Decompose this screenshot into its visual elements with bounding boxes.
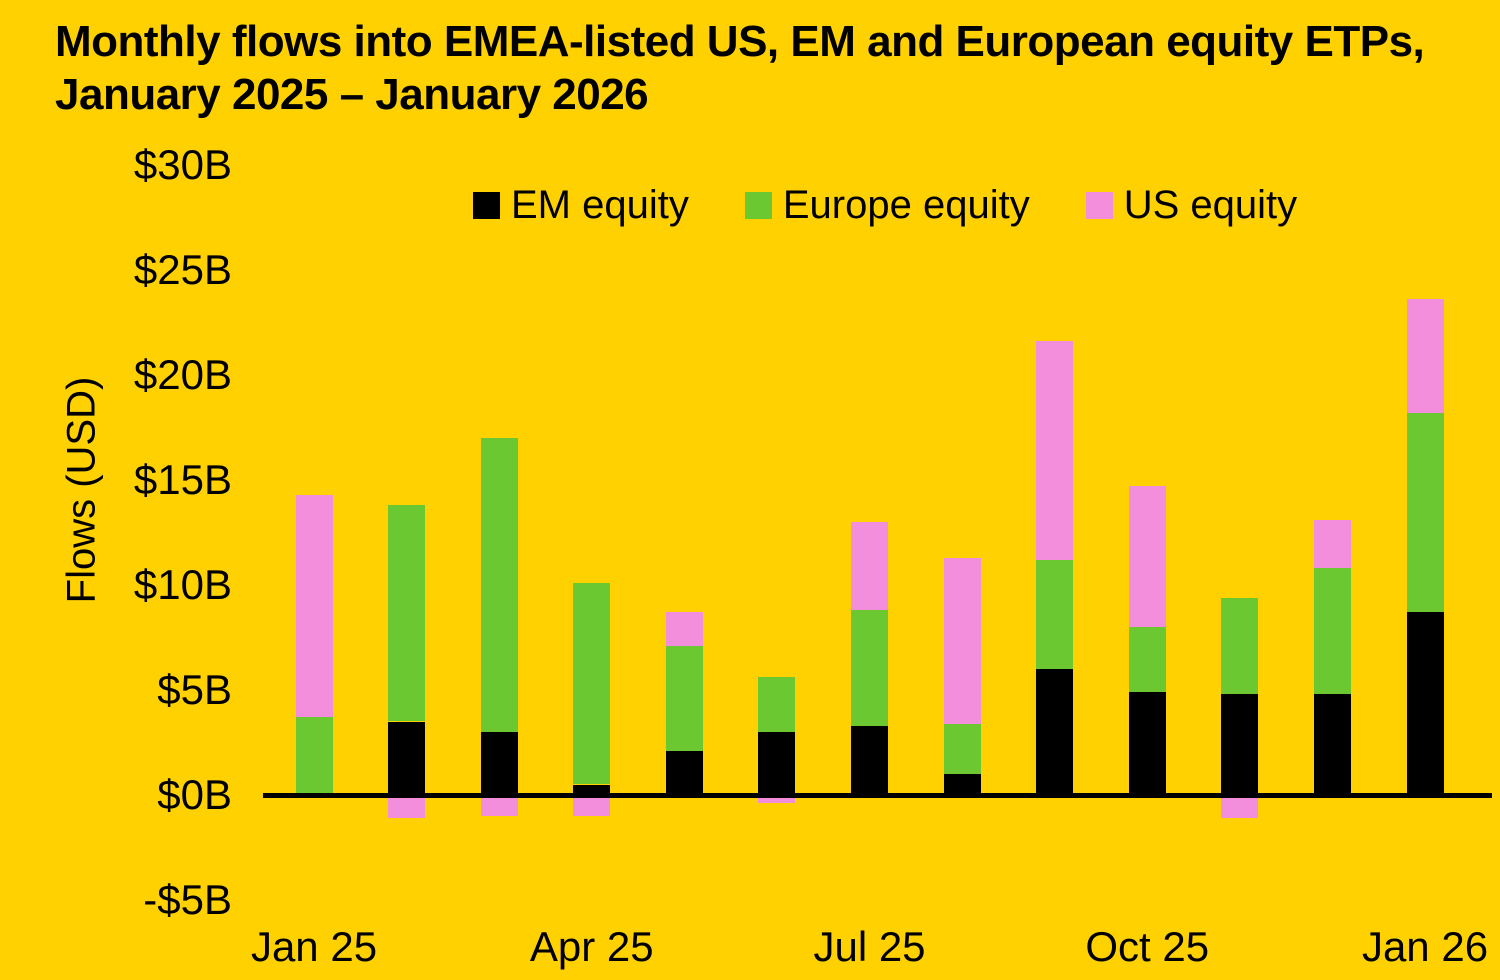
us-equity-bar-segment xyxy=(1128,486,1166,627)
legend-label-europe-equity: Europe equity xyxy=(782,182,1030,227)
y-tick-label--10b: $10B xyxy=(133,561,232,608)
x-tick-label-oct-25: Oct 25 xyxy=(1085,923,1210,970)
em-equity-swatch-icon xyxy=(473,191,500,219)
legend-item-us-equity: US equity xyxy=(1085,182,1298,228)
us-equity-bar-segment xyxy=(1313,519,1351,569)
europe-equity-bar-segment xyxy=(758,677,796,732)
em-equity-bar-segment xyxy=(665,750,703,795)
chart-title: Monthly flows into EMEA-listed US, EM an… xyxy=(55,16,1490,122)
us-equity-bar-segment xyxy=(758,795,796,804)
legend-label-us-equity: US equity xyxy=(1123,182,1298,227)
europe-equity-bar-segment xyxy=(851,610,888,726)
em-equity-bar-segment xyxy=(388,721,426,795)
europe-equity-bar-segment xyxy=(480,438,518,732)
em-equity-bar-segment xyxy=(480,732,518,795)
us-equity-bar-segment xyxy=(388,795,426,819)
us-equity-bar-segment xyxy=(295,494,333,718)
y-tick-label--5b: $5B xyxy=(157,666,232,713)
us-equity-bar-segment xyxy=(480,795,518,816)
us-equity-bar-segment xyxy=(665,612,703,646)
us-equity-bar-segment xyxy=(851,522,888,611)
us-equity-swatch-icon xyxy=(1085,191,1113,219)
europe-equity-bar-segment xyxy=(1221,597,1259,695)
y-tick-label--20b: $20B xyxy=(133,351,232,398)
europe-equity-bar-segment xyxy=(1036,559,1074,669)
legend-item-europe-equity: Europe equity xyxy=(744,182,1030,228)
europe-equity-bar-segment xyxy=(1406,412,1444,613)
em-equity-bar-segment xyxy=(573,784,611,795)
y-tick-label--25b: $25B xyxy=(133,246,232,293)
x-tick-label-jan-26: Jan 26 xyxy=(1361,923,1489,970)
us-equity-bar-segment xyxy=(573,795,611,816)
em-equity-bar-segment xyxy=(1128,692,1166,795)
us-equity-bar-segment xyxy=(1036,341,1074,560)
europe-equity-bar-segment xyxy=(295,717,333,795)
em-equity-bar-segment xyxy=(1036,669,1074,795)
x-tick-label-jan-25: Jan 25 xyxy=(250,923,378,970)
chart-title-line1: Monthly flows into EMEA-listed US, EM an… xyxy=(55,17,1425,66)
us-equity-bar-segment xyxy=(1406,299,1444,413)
y-tick-label--0b: $0B xyxy=(157,771,232,818)
legend: EM equity Europe equity US equity xyxy=(473,183,1297,227)
chart-title-line2: January 2025 – January 2026 xyxy=(55,69,649,119)
em-equity-bar-segment xyxy=(1406,612,1444,795)
us-equity-bar-segment xyxy=(943,557,981,724)
europe-equity-bar-segment xyxy=(388,505,426,722)
legend-item-em-equity: EM equity xyxy=(473,183,689,228)
em-equity-bar-segment xyxy=(758,732,796,795)
y-tick-label--5b: -$5B xyxy=(143,876,232,923)
us-equity-bar-segment xyxy=(1221,795,1259,819)
europe-equity-bar-segment xyxy=(943,723,981,774)
europe-equity-swatch-icon xyxy=(744,191,772,219)
europe-equity-bar-segment xyxy=(1128,627,1166,693)
em-equity-bar-segment xyxy=(851,725,888,795)
em-equity-bar-segment xyxy=(1221,694,1259,795)
x-tick-label-jul-25: Jul 25 xyxy=(813,923,926,970)
x-axis-line xyxy=(263,793,1492,798)
y-tick-label--30b: $30B xyxy=(133,141,232,188)
europe-equity-bar-segment xyxy=(573,582,611,785)
y-tick-label--15b: $15B xyxy=(133,456,232,503)
em-equity-bar-segment xyxy=(943,774,981,795)
europe-equity-bar-segment xyxy=(1313,568,1351,695)
europe-equity-bar-segment xyxy=(665,645,703,751)
legend-label-em-equity: EM equity xyxy=(511,182,689,227)
em-equity-bar-segment xyxy=(1313,694,1351,795)
x-tick-label-apr-25: Apr 25 xyxy=(529,923,654,970)
